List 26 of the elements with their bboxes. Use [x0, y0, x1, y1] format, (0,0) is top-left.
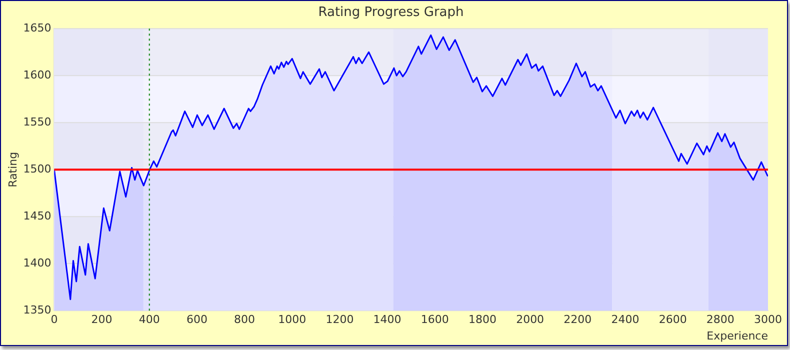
x-tick-label: 800	[234, 313, 256, 326]
x-tick-label: 2800	[706, 313, 734, 326]
chart-title: Rating Progress Graph	[318, 5, 464, 20]
x-tick-label: 2200	[564, 313, 592, 326]
y-tick-label: 1400	[23, 256, 52, 270]
x-tick-label: 3000	[754, 313, 782, 326]
x-tick-label: 2400	[611, 313, 640, 326]
y-axis-title: Rating	[6, 152, 20, 188]
x-tick-label: 1800	[468, 313, 496, 326]
x-tick-label: 1600	[420, 313, 449, 326]
x-tick-label: 1000	[278, 313, 306, 326]
y-tick-label: 1650	[23, 21, 52, 34]
x-tick-label: 400	[138, 313, 160, 326]
y-tick-label: 1600	[23, 68, 52, 82]
x-tick-label: 1400	[373, 313, 402, 326]
x-tick-label: 2000	[516, 313, 544, 326]
y-tick-label: 1350	[23, 303, 52, 316]
x-tick-label: 1200	[326, 313, 354, 326]
y-tick-label: 1500	[23, 162, 52, 176]
x-tick-label: 600	[186, 313, 208, 326]
x-tick-label: 0	[50, 313, 58, 326]
x-tick-label: 200	[91, 313, 112, 326]
x-tick-label: 2600	[658, 313, 687, 326]
y-tick-label: 1450	[23, 209, 52, 222]
y-tick-label: 1550	[23, 115, 52, 128]
x-axis-title: Experience	[706, 329, 768, 342]
